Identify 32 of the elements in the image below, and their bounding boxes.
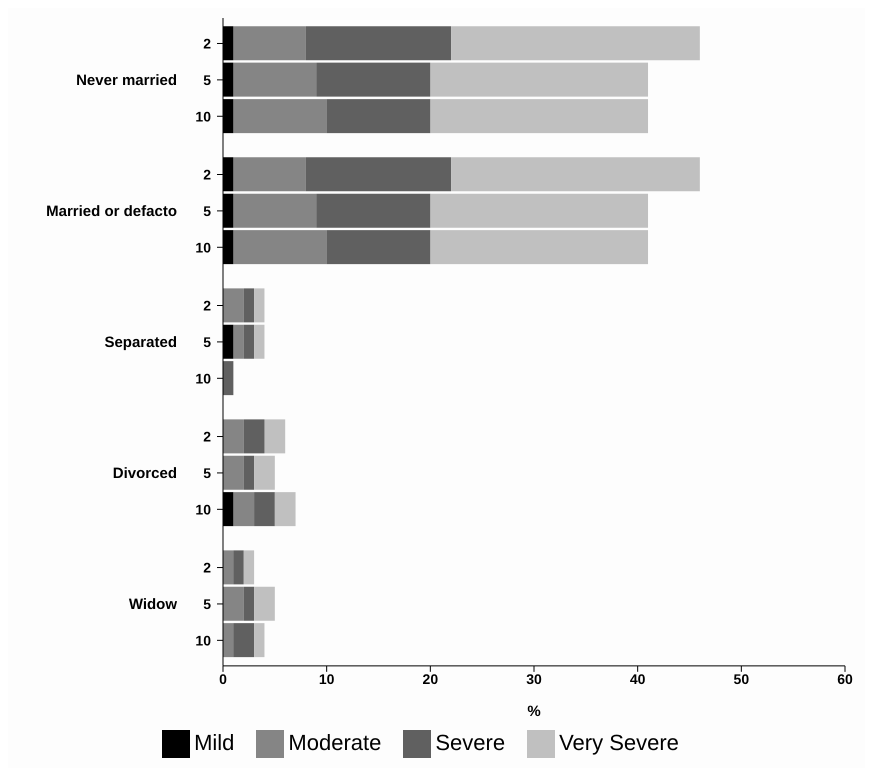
y-tick-label: 10: [195, 632, 212, 648]
text: Widow: [128, 596, 178, 613]
legend-label: Mild: [194, 730, 234, 755]
x-tick-label: 40: [630, 670, 646, 687]
text: Married or defacto: [46, 202, 177, 220]
y-tick-label: 2: [203, 560, 212, 576]
legend-label: Severe: [435, 730, 506, 755]
y-tick-label: 2: [203, 428, 212, 445]
text: Separated: [104, 334, 177, 351]
x-tick-label: 10: [318, 670, 335, 687]
y-tick-label: 2: [203, 166, 212, 182]
y-tick-label: 10: [195, 501, 212, 518]
y-tick-label: 5: [203, 72, 212, 88]
x-tick-label: 20: [422, 670, 438, 687]
y-tick-label: 5: [203, 596, 212, 612]
y-tick-label: 2: [203, 35, 212, 52]
text: Never married: [76, 72, 177, 89]
x-axis-title: %: [527, 702, 541, 720]
y-tick-label: 10: [195, 239, 212, 256]
x-tick-label: 60: [837, 670, 853, 687]
y-tick-label: 5: [203, 202, 212, 219]
x-tick-label: 50: [734, 670, 750, 687]
y-tick-label: 10: [195, 370, 212, 386]
y-tick-label: 5: [203, 464, 212, 481]
y-tick-label: 5: [203, 334, 212, 350]
text: Divorced: [112, 464, 177, 482]
y-tick-label: 2: [203, 298, 212, 314]
legend-label: Moderate: [288, 730, 382, 755]
y-tick-label: 10: [195, 108, 212, 124]
x-tick-label: 0: [219, 670, 228, 687]
legend-label: Very Severe: [559, 730, 679, 755]
x-tick-label: 30: [526, 670, 542, 687]
